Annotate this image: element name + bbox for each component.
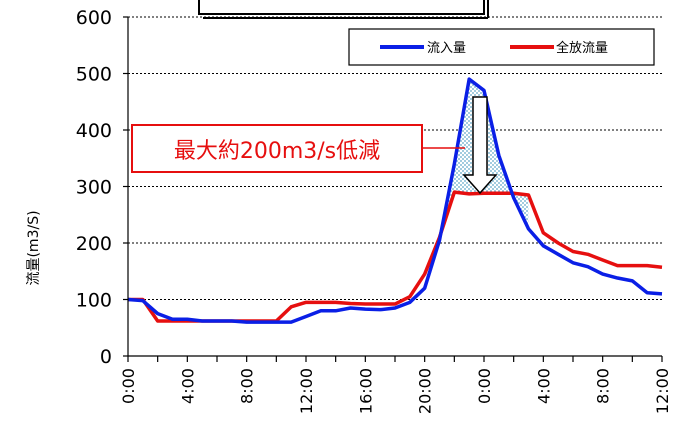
x-tick-label-0: 0:00 bbox=[119, 368, 138, 404]
x-tick-label-6: 0:00 bbox=[475, 368, 494, 404]
y-tick-label-400: 400 bbox=[76, 120, 112, 142]
legend: 流入量 全放流量 bbox=[348, 28, 655, 66]
y-tick-label-600: 600 bbox=[76, 7, 112, 29]
top-title-box bbox=[198, 0, 485, 15]
x-tick-label-7: 4:00 bbox=[534, 368, 553, 404]
x-tick-label-5: 20:00 bbox=[416, 368, 435, 414]
legend-label-inflow: 流入量 bbox=[427, 41, 466, 56]
x-tick-label-8: 8:00 bbox=[594, 368, 613, 404]
series-line-outflow bbox=[128, 190, 663, 323]
y-tick-label-0: 0 bbox=[100, 346, 112, 368]
y-axis-title: 流量(m3/S) bbox=[26, 210, 42, 285]
y-tick-label-300: 300 bbox=[76, 177, 112, 199]
x-tick-label-9: 12:00 bbox=[653, 368, 672, 414]
x-tick-label-1: 4:00 bbox=[178, 368, 197, 404]
annotation-text: 最大約200m3/s低減 bbox=[174, 139, 380, 164]
annotation-box bbox=[131, 124, 423, 173]
y-tick-label-500: 500 bbox=[76, 64, 112, 86]
x-tick-label-3: 12:00 bbox=[297, 368, 316, 414]
y-tick-label-200: 200 bbox=[76, 233, 112, 255]
x-tick-label-4: 16:00 bbox=[356, 368, 375, 414]
legend-label-outflow: 全放流量 bbox=[556, 40, 608, 56]
x-tick-label-2: 8:00 bbox=[238, 368, 257, 404]
series-line-inflow bbox=[127, 77, 663, 324]
reduction-arrow bbox=[462, 96, 498, 195]
y-tick-label-100: 100 bbox=[76, 290, 112, 312]
